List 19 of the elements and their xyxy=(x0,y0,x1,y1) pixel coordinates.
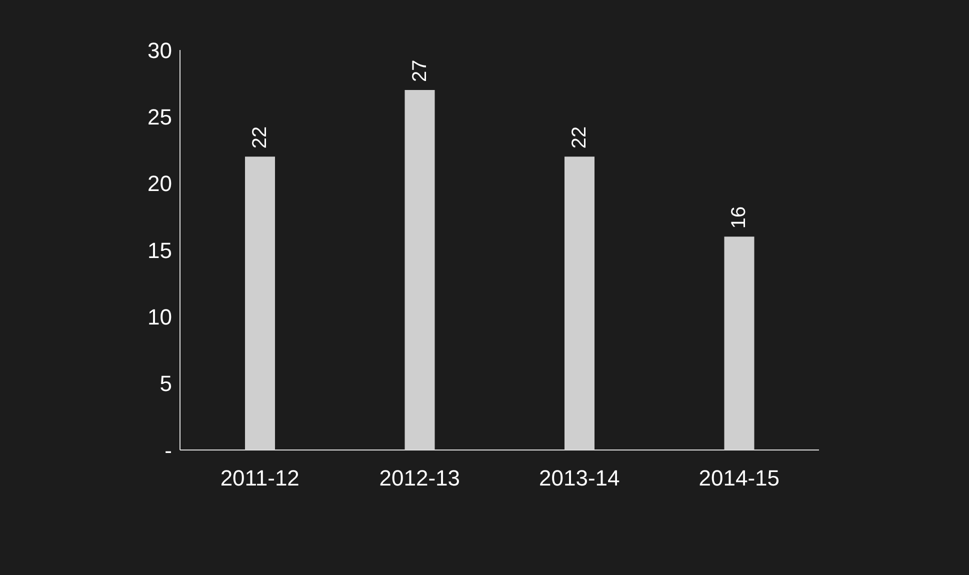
x-tick-label: 2013-14 xyxy=(539,466,620,491)
data-label: 22 xyxy=(568,126,590,149)
bar xyxy=(404,90,435,450)
data-label: 22 xyxy=(249,126,271,149)
bar xyxy=(724,236,754,450)
bar xyxy=(564,156,594,450)
y-tick-label: 20 xyxy=(148,171,172,196)
data-label: 27 xyxy=(408,60,431,82)
y-tick-label: 25 xyxy=(148,104,172,130)
y-tick-label: 10 xyxy=(148,304,172,330)
bar xyxy=(245,156,275,450)
x-tick-label: 2012-13 xyxy=(379,466,460,491)
y-tick-label: - xyxy=(164,438,172,463)
y-tick-label: 30 xyxy=(148,38,172,63)
y-tick-label: 5 xyxy=(160,371,172,396)
y-tick-label: 15 xyxy=(148,238,172,263)
data-label: 16 xyxy=(728,206,750,229)
x-tick-label: 2011-12 xyxy=(220,466,300,491)
x-tick-label: 2014-15 xyxy=(698,466,780,491)
